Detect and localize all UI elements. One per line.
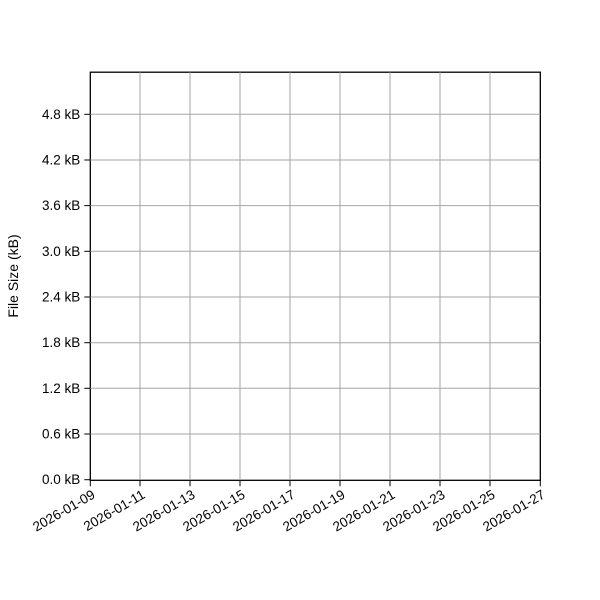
svg-text:4.2 kB: 4.2 kB: [42, 153, 80, 168]
svg-text:File Size (kB): File Size (kB): [5, 234, 21, 317]
svg-text:0.6 kB: 0.6 kB: [42, 427, 80, 442]
svg-text:4.8 kB: 4.8 kB: [42, 107, 80, 122]
svg-text:3.0 kB: 3.0 kB: [42, 244, 80, 259]
svg-text:0.0 kB: 0.0 kB: [42, 472, 80, 487]
svg-text:3.6 kB: 3.6 kB: [42, 198, 80, 213]
svg-text:1.8 kB: 1.8 kB: [42, 335, 80, 350]
svg-text:2.4 kB: 2.4 kB: [42, 290, 80, 305]
svg-text:1.2 kB: 1.2 kB: [42, 381, 80, 396]
